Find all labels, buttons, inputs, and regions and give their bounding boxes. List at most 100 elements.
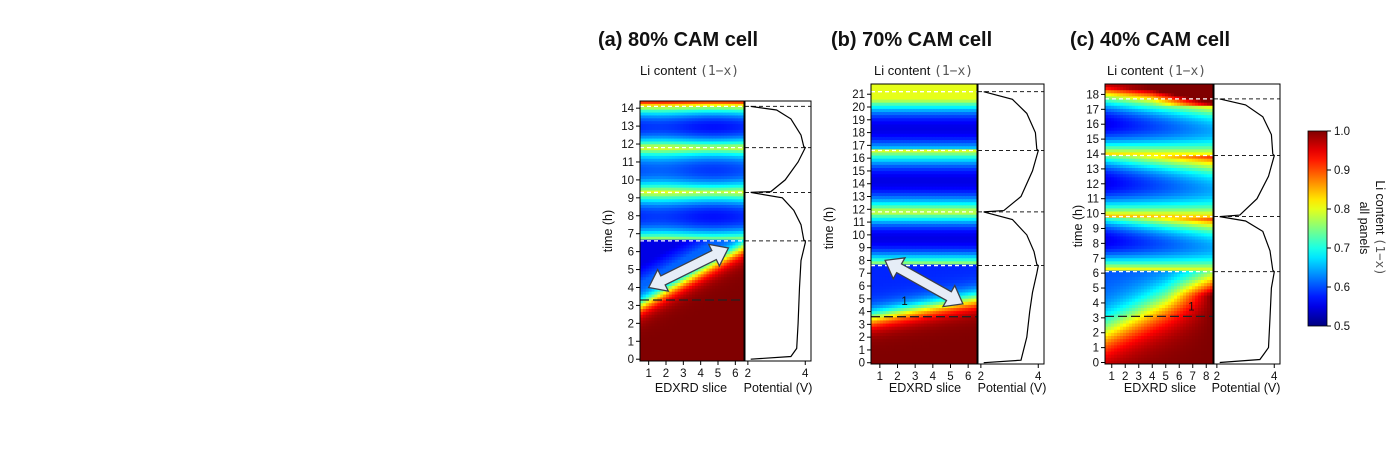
heatmap-cell (660, 181, 664, 186)
heatmap-cell (921, 357, 925, 362)
heatmap-cell (738, 349, 742, 353)
heatmap-cell (666, 213, 670, 218)
heatmap-cell (723, 317, 728, 322)
heatmap-cell (660, 202, 664, 206)
heatmap-cell (657, 309, 661, 313)
heatmap-cell (915, 336, 919, 340)
heatmap-cell (871, 158, 875, 163)
heatmap-cell (671, 103, 676, 108)
heatmap-cell (871, 140, 875, 144)
heatmap-cell (921, 205, 925, 210)
heatmap-cell (640, 346, 644, 351)
heatmap-cell (689, 277, 693, 281)
heatmap-cell (909, 242, 913, 247)
heatmap-cell (706, 271, 710, 275)
heatmap-cell (876, 245, 881, 250)
heatmap-cell (909, 224, 913, 228)
heatmap-cell (732, 294, 736, 299)
heatmap-cell (703, 155, 708, 160)
heatmap-cell (660, 358, 664, 361)
heatmap-cell (873, 108, 878, 113)
heatmap-cell (876, 112, 881, 116)
heatmap-cell (703, 207, 708, 212)
heatmap-cell (921, 136, 925, 141)
heatmap-cell (723, 167, 728, 171)
heatmap-cell (657, 207, 661, 212)
heatmap-cell (660, 184, 664, 189)
heatmap-cell (918, 168, 922, 172)
heatmap-cell (897, 152, 902, 157)
heatmap-cell (871, 261, 875, 266)
heatmap-cell (642, 164, 647, 169)
heatmap-cell (882, 323, 887, 328)
heatmap-cell (915, 360, 919, 364)
heatmap-cell (726, 358, 731, 361)
heatmap-cell (689, 309, 693, 313)
heatmap-cell (909, 286, 913, 290)
heatmap-cell (697, 187, 702, 192)
heatmap-cell (900, 255, 904, 259)
heatmap-cell (645, 155, 650, 160)
heatmap-cell (645, 317, 650, 322)
heatmap-cell (912, 289, 916, 294)
heatmap-cell (891, 233, 896, 238)
heatmap-cell (873, 180, 878, 185)
heatmap-cell (645, 283, 650, 287)
heatmap-cell (645, 121, 650, 125)
heatmap-cell (912, 329, 916, 334)
heatmap-cell (873, 124, 878, 129)
heatmap-cell (674, 106, 679, 111)
heatmap-cell (738, 332, 742, 336)
heatmap-cell (663, 213, 667, 218)
heatmap-cell (654, 147, 658, 151)
heatmap-cell (900, 112, 904, 116)
heatmap-cell (720, 138, 725, 143)
heatmap-cell (648, 280, 653, 284)
heatmap-cell (729, 314, 734, 319)
heatmap-cell (729, 124, 734, 128)
heatmap-cell (686, 320, 690, 325)
heatmap-cell (666, 251, 670, 255)
heatmap-cell (683, 358, 687, 361)
heatmap-cell (692, 184, 696, 189)
heatmap-cell (735, 118, 739, 122)
heatmap-cell (642, 303, 647, 307)
heatmap-cell (640, 294, 644, 299)
heatmap-cell (709, 173, 713, 177)
heatmap-cell (735, 335, 739, 339)
heatmap-cell (723, 109, 728, 114)
heatmap-cell (709, 265, 713, 270)
heatmap-cell (706, 311, 710, 316)
heatmap-cell (642, 291, 647, 296)
heatmap-cell (891, 155, 896, 160)
heatmap-cell (735, 190, 739, 195)
heatmap-cell (882, 270, 887, 275)
heatmap-cell (689, 124, 693, 128)
heatmap-cell (912, 245, 916, 250)
heatmap-cell (700, 352, 705, 356)
heatmap-cell (686, 280, 690, 284)
heatmap-cell (715, 210, 719, 215)
heatmap-cell (720, 213, 725, 218)
heatmap-cell (723, 144, 728, 148)
heatmap-cell (654, 329, 658, 333)
heatmap-cell (900, 130, 904, 135)
heatmap-cell (888, 217, 893, 222)
heatmap-cell (723, 332, 728, 336)
heatmap-cell (697, 103, 702, 108)
heatmap-cell (666, 352, 670, 356)
heatmap-cell (686, 205, 690, 209)
heatmap-cell (909, 298, 913, 303)
heatmap-cell (915, 152, 919, 157)
heatmap-cell (879, 239, 884, 244)
heatmap-cell (648, 155, 653, 160)
heatmap-cell (723, 176, 728, 180)
heatmap-cell (915, 357, 919, 362)
heatmap-cell (723, 181, 728, 186)
heatmap-cell (885, 360, 890, 364)
heatmap-cell (697, 346, 702, 351)
heatmap-cell (891, 220, 896, 225)
heatmap-cell (718, 329, 722, 333)
heatmap-cell (686, 170, 690, 174)
heatmap-cell (732, 205, 736, 209)
